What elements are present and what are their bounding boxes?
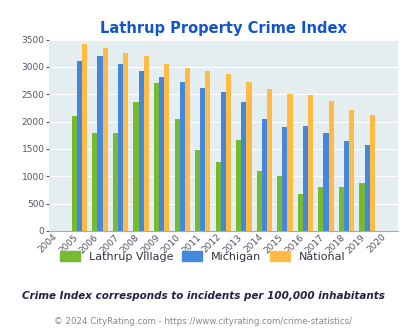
Bar bbox=[164, 64, 169, 231]
Bar bbox=[215, 162, 220, 231]
Bar bbox=[72, 116, 77, 231]
Text: © 2024 CityRating.com - https://www.cityrating.com/crime-statistics/: © 2024 CityRating.com - https://www.city… bbox=[54, 317, 351, 326]
Bar bbox=[97, 56, 102, 231]
Bar bbox=[256, 171, 261, 231]
Bar bbox=[174, 119, 179, 231]
Bar bbox=[302, 126, 307, 231]
Bar bbox=[343, 141, 348, 231]
Bar bbox=[200, 88, 205, 231]
Bar bbox=[338, 187, 343, 231]
Bar bbox=[281, 127, 287, 231]
Bar bbox=[194, 150, 200, 231]
Bar bbox=[220, 92, 225, 231]
Bar bbox=[184, 68, 190, 231]
Bar bbox=[159, 77, 164, 231]
Bar bbox=[369, 115, 374, 231]
Bar bbox=[287, 94, 292, 231]
Bar bbox=[92, 133, 97, 231]
Bar bbox=[241, 103, 246, 231]
Bar bbox=[328, 101, 333, 231]
Bar bbox=[318, 187, 323, 231]
Text: Crime Index corresponds to incidents per 100,000 inhabitants: Crime Index corresponds to incidents per… bbox=[21, 291, 384, 301]
Bar bbox=[153, 83, 159, 231]
Bar bbox=[323, 133, 328, 231]
Bar bbox=[277, 176, 281, 231]
Bar bbox=[205, 71, 210, 231]
Bar bbox=[138, 71, 143, 231]
Title: Lathrup Property Crime Index: Lathrup Property Crime Index bbox=[100, 21, 346, 36]
Bar bbox=[133, 103, 138, 231]
Bar bbox=[358, 183, 364, 231]
Bar bbox=[297, 194, 302, 231]
Bar bbox=[77, 61, 82, 231]
Bar bbox=[225, 74, 230, 231]
Bar bbox=[118, 64, 123, 231]
Bar bbox=[82, 44, 87, 231]
Bar bbox=[143, 56, 149, 231]
Bar bbox=[123, 53, 128, 231]
Bar bbox=[102, 49, 107, 231]
Bar bbox=[236, 140, 241, 231]
Bar bbox=[113, 133, 118, 231]
Bar bbox=[266, 89, 271, 231]
Bar bbox=[246, 82, 251, 231]
Bar bbox=[348, 110, 353, 231]
Bar bbox=[179, 82, 184, 231]
Bar bbox=[261, 119, 266, 231]
Bar bbox=[307, 95, 312, 231]
Bar bbox=[364, 145, 369, 231]
Legend: Lathrup Village, Michigan, National: Lathrup Village, Michigan, National bbox=[55, 247, 350, 267]
